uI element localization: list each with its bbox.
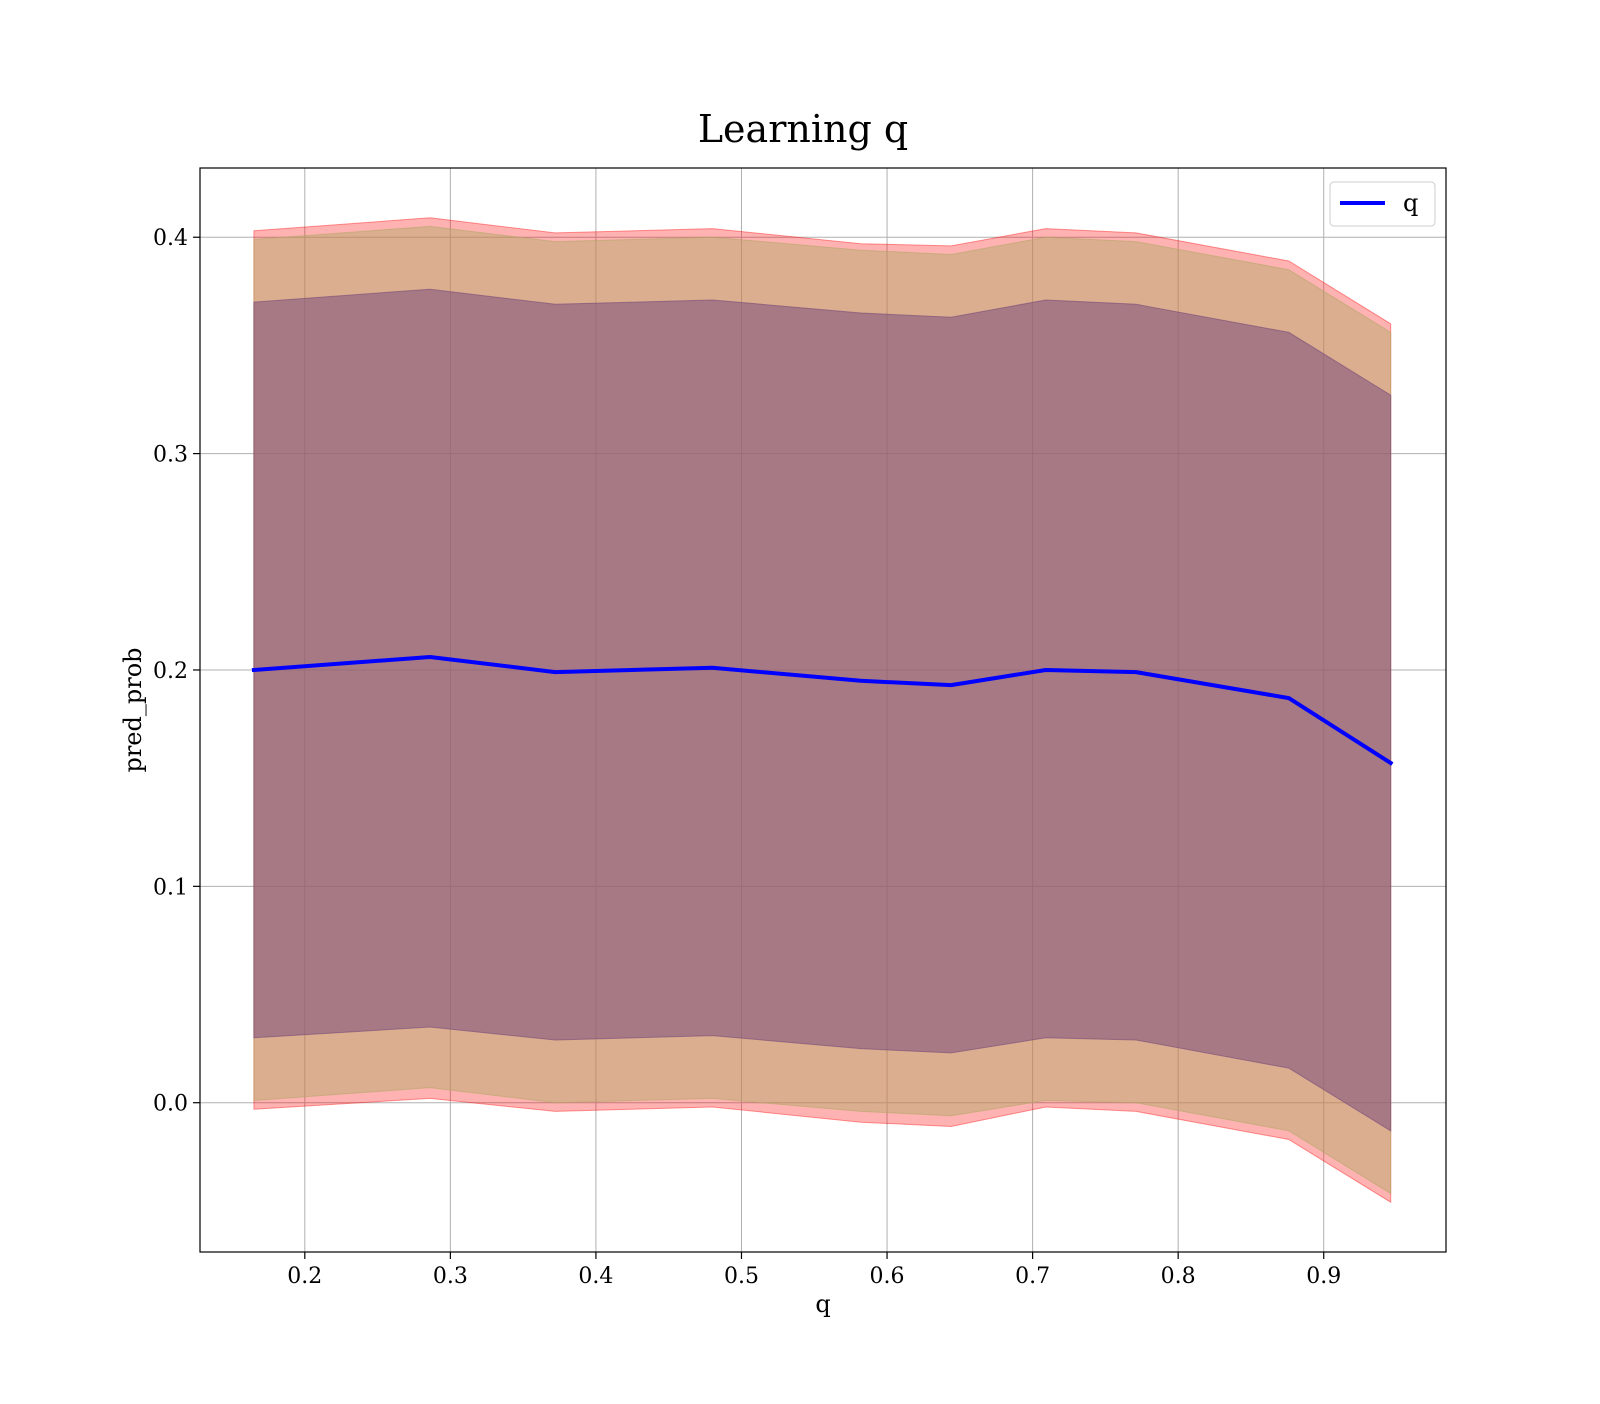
x-tick-label: 0.8: [1161, 1264, 1196, 1289]
legend-label: q: [1403, 189, 1418, 217]
x-tick-label: 0.6: [870, 1264, 905, 1289]
band-inner: [253, 288, 1392, 1132]
plot-frame: [199, 167, 1447, 1253]
x-tick-label: 0.2: [287, 1264, 322, 1289]
x-tick-label: 0.9: [1306, 1264, 1341, 1289]
y-tick-label: 0.1: [153, 875, 188, 900]
x-tick-label: 0.4: [578, 1264, 613, 1289]
y-tick-label: 0.2: [153, 659, 188, 684]
series-line-q: [251, 655, 1394, 766]
y-tick-label: 0.3: [153, 443, 188, 468]
x-tick-label: 0.5: [724, 1264, 759, 1289]
y-axis-ticks: 0.0 0.1 0.2 0.3 0.4: [153, 226, 200, 1117]
y-axis-label: pred_prob: [119, 647, 147, 772]
series-lines: [251, 655, 1394, 766]
x-tick-label: 0.3: [433, 1264, 468, 1289]
x-tick-label: 0.7: [1015, 1264, 1050, 1289]
y-tick-label: 0.0: [153, 1092, 188, 1117]
legend: q: [1329, 181, 1436, 227]
x-axis-label: q: [815, 1290, 830, 1318]
y-tick-label: 0.4: [153, 226, 188, 251]
chart-title: Learning q: [698, 107, 908, 151]
confidence-bands: [253, 217, 1392, 1204]
x-axis-ticks: 0.2 0.3 0.4 0.5 0.6 0.7 0.8 0.9: [287, 1252, 1341, 1289]
